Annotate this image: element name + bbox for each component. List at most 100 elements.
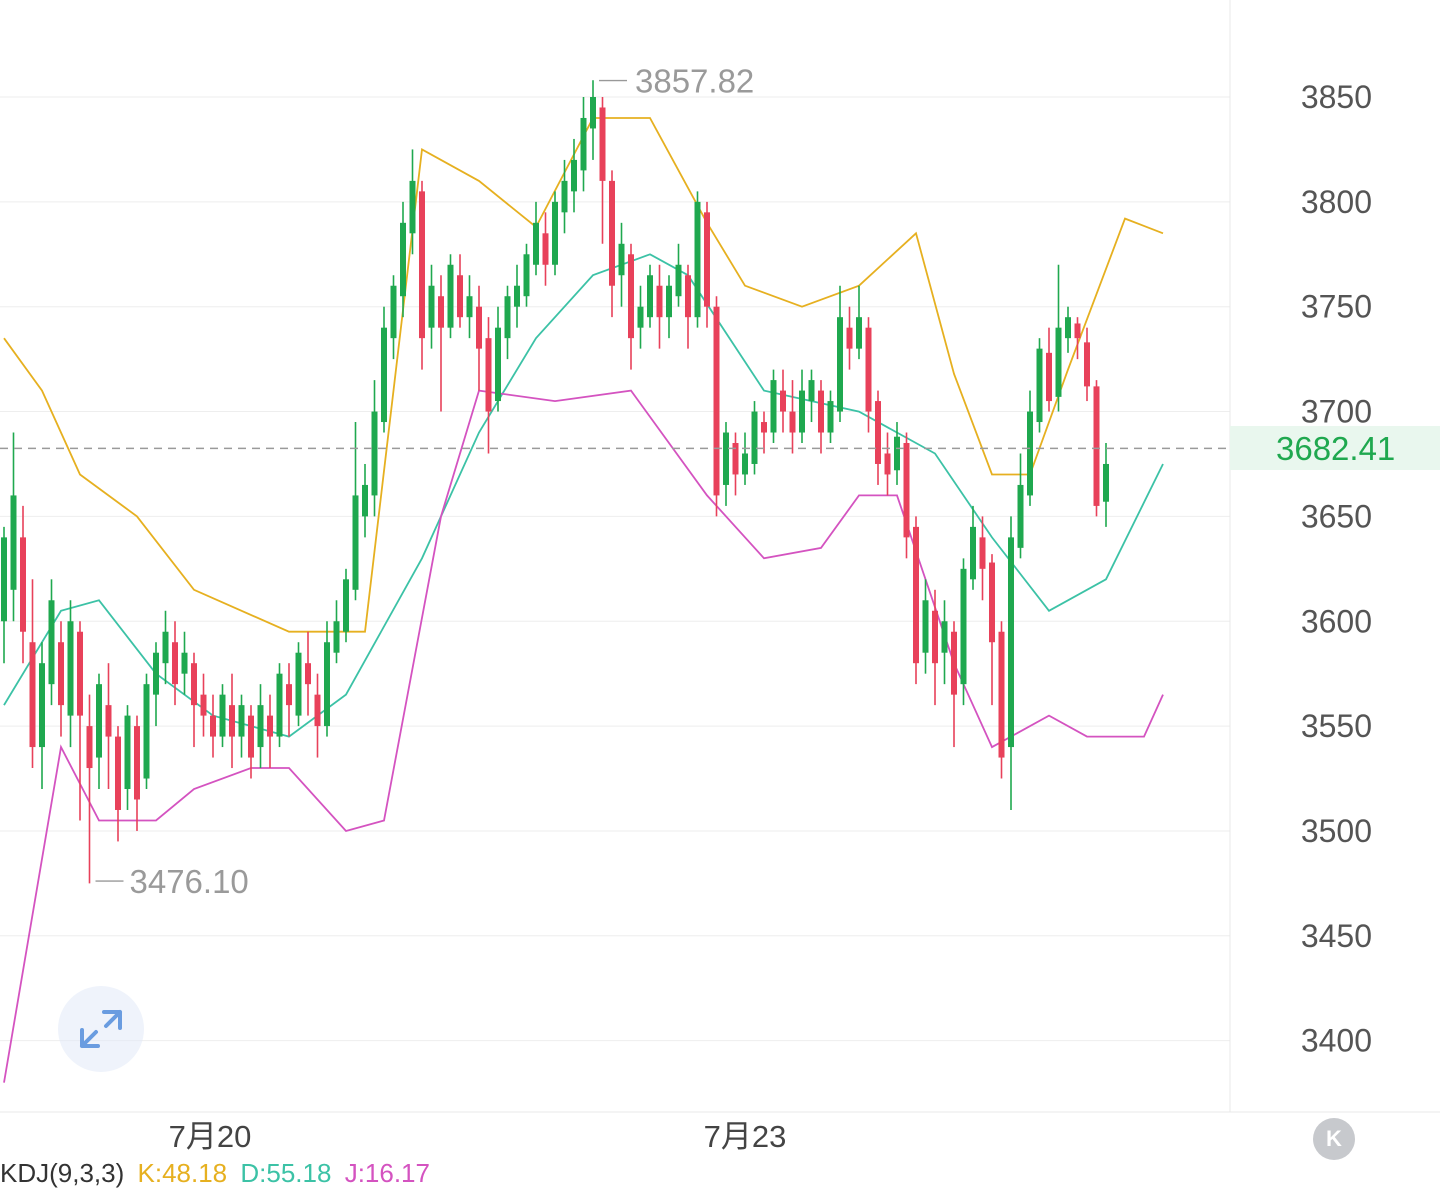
candle (998, 621, 1005, 779)
candle-body (713, 306, 720, 496)
y-tick-label: 3800 (1301, 184, 1372, 220)
candle (172, 621, 178, 706)
candle (846, 306, 853, 370)
candle (371, 380, 378, 517)
candle-body (1055, 327, 1062, 397)
candle-body (675, 264, 682, 297)
candle-body (200, 694, 207, 716)
candle-body (533, 222, 539, 265)
candle-body (789, 411, 796, 433)
candle-body (172, 642, 178, 685)
candle (381, 306, 387, 433)
candle (314, 673, 321, 758)
y-tick-label: 3400 (1301, 1023, 1372, 1059)
candle-body (476, 306, 482, 349)
candle-body (780, 390, 786, 412)
candle-body (390, 285, 397, 339)
candle-body (191, 663, 197, 706)
candle (1055, 264, 1062, 412)
candle-body (333, 621, 340, 653)
candle-body (457, 275, 463, 318)
candle-body (542, 233, 549, 265)
candle-body (105, 705, 112, 737)
candle-body (400, 222, 406, 297)
candle (438, 275, 444, 412)
candle (238, 694, 245, 758)
candle-body (932, 610, 938, 664)
candle-body (428, 285, 435, 328)
y-tick-label: 3850 (1301, 79, 1372, 115)
candles (1, 80, 1109, 884)
candle-body (732, 443, 739, 475)
candle (362, 463, 368, 538)
candle-body (609, 180, 615, 286)
candle-body (248, 715, 254, 758)
candle (153, 642, 159, 727)
candle (979, 516, 986, 601)
candle-body (210, 715, 216, 737)
candle-body (552, 201, 558, 265)
candle-body (495, 327, 501, 402)
candle-body (115, 736, 121, 810)
candle (666, 275, 672, 339)
kdj-d: D:55.18 (240, 1158, 332, 1188)
candle (571, 138, 577, 213)
candle-body (694, 201, 701, 318)
candle (951, 621, 957, 748)
candle-body (951, 631, 957, 695)
candle (276, 663, 283, 748)
candle (818, 380, 824, 454)
candle-body (685, 275, 691, 318)
kline-toggle-button[interactable]: K (1313, 1118, 1355, 1160)
candle-body (362, 484, 368, 517)
candle (257, 684, 264, 769)
candle (39, 642, 45, 790)
candle (514, 264, 520, 328)
candle-body (96, 684, 102, 758)
candle (637, 285, 644, 349)
candle (723, 422, 729, 506)
candle-body (666, 285, 672, 318)
candle-body (1036, 348, 1043, 423)
candle-body (922, 600, 929, 653)
candle (390, 275, 397, 360)
indicator-legend: KDJ(9,3,3) K:48.18 D:55.18 J:16.17 (0, 1158, 436, 1188)
candle-body (599, 107, 606, 181)
candle-body (761, 422, 767, 433)
candle (732, 432, 739, 496)
candle (647, 264, 653, 328)
candle (837, 285, 843, 423)
candle (742, 432, 748, 485)
candle (115, 726, 121, 842)
candle-body (998, 631, 1005, 758)
candle-body (77, 631, 83, 716)
candle (457, 254, 463, 328)
candle-body (295, 652, 302, 716)
candle (419, 180, 425, 370)
expand-button[interactable] (58, 986, 144, 1072)
candle (865, 317, 872, 433)
candle (970, 505, 976, 590)
candle (267, 694, 273, 769)
candle (542, 212, 549, 286)
candle-body (799, 390, 805, 433)
candle-body (884, 453, 891, 475)
candle-body (856, 317, 862, 349)
candle-body (438, 296, 444, 328)
candle-body (941, 621, 948, 653)
y-tick-label: 3500 (1301, 813, 1372, 849)
candle (533, 201, 539, 276)
candle (105, 663, 112, 790)
candle (580, 97, 587, 192)
candle-body (903, 443, 910, 538)
candle-body (67, 621, 74, 716)
candle-body (305, 663, 311, 685)
candle (409, 149, 416, 255)
candle (599, 97, 606, 244)
last-price-label: 3682.41 (1276, 430, 1396, 467)
candle (1084, 327, 1090, 402)
candle (210, 694, 216, 758)
candle-body (1046, 352, 1052, 402)
candle (295, 642, 302, 727)
candle (552, 191, 558, 276)
